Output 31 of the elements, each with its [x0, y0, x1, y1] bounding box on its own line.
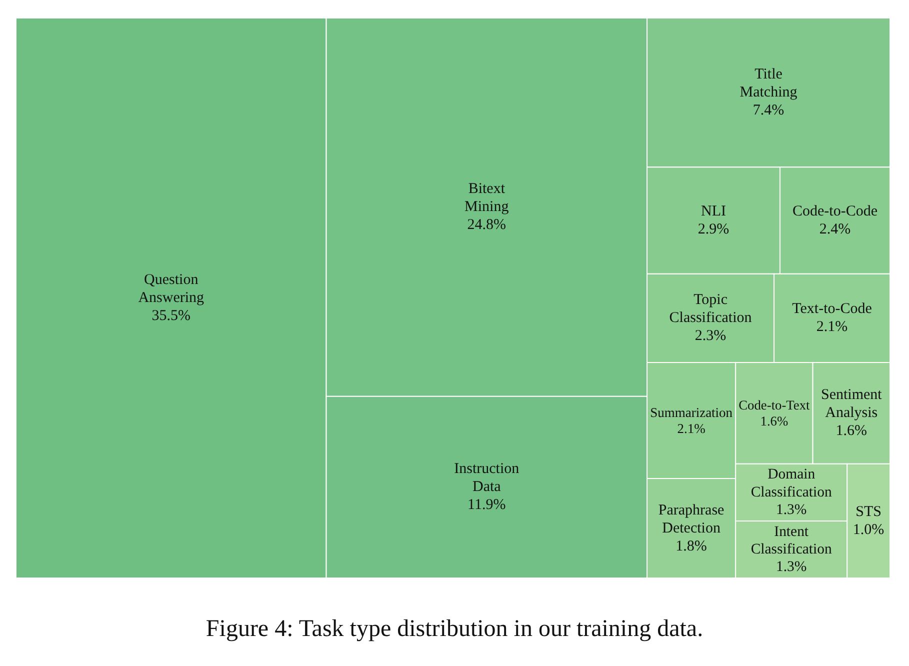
data-label: 11.9% — [468, 497, 506, 514]
category-label: Text-to-Code — [792, 301, 872, 318]
category-label: Instruction Data — [454, 461, 520, 496]
category-label: Domain Classification — [750, 466, 832, 500]
category-label: Summarization — [650, 404, 733, 420]
data-label: 1.6% — [836, 423, 868, 440]
category-label: Topic Classification — [669, 292, 752, 326]
data-label: 2.4% — [819, 221, 851, 238]
category-label: Title Matching — [740, 66, 798, 101]
category-label: STS — [856, 504, 882, 520]
data-label: 1.8% — [676, 538, 707, 554]
category-label: NLI — [701, 203, 726, 220]
data-label: 2.1% — [816, 319, 848, 336]
data-label: 7.4% — [752, 102, 784, 119]
data-label: 35.5% — [152, 308, 191, 324]
category-label: Question Answering — [138, 272, 205, 306]
data-label: 2.3% — [694, 328, 726, 344]
text: Figure 4: Task type distribution in our training data. — [206, 616, 704, 642]
data-label: 2.1% — [677, 421, 706, 436]
data-label: 1.0% — [852, 522, 884, 538]
category-label: Bitext Mining — [464, 181, 510, 216]
category-label: Sentiment Analysis — [820, 387, 883, 422]
data-label: 1.6% — [760, 414, 788, 429]
category-label: Code-to-Text — [738, 398, 810, 413]
category-label: Paraphrase Detection — [658, 502, 725, 536]
category-label: Code-to-Code — [792, 203, 878, 220]
data-label: 24.8% — [467, 217, 506, 234]
data-label: 2.9% — [698, 221, 730, 238]
category-label: Intent Classification — [750, 524, 832, 558]
data-label: 1.3% — [776, 502, 807, 518]
data-label: 1.3% — [776, 559, 807, 576]
